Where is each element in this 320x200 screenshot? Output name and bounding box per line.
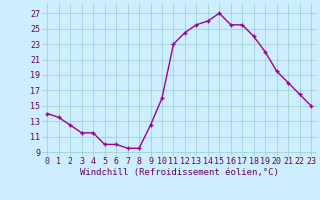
X-axis label: Windchill (Refroidissement éolien,°C): Windchill (Refroidissement éolien,°C) <box>80 168 279 177</box>
